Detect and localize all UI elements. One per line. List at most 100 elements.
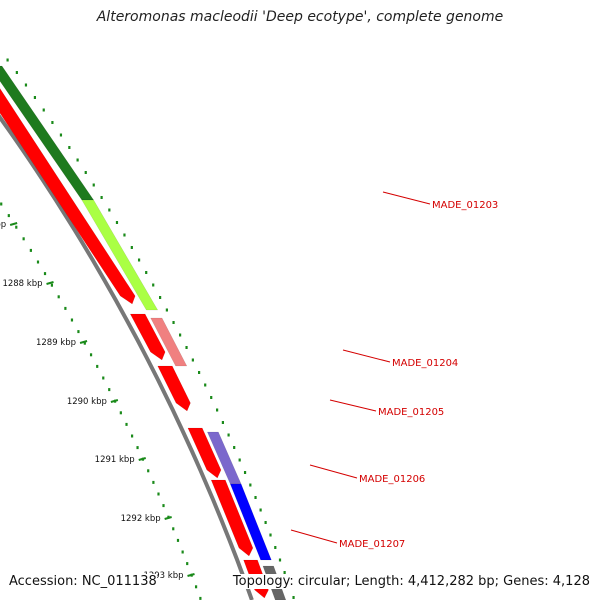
scale-dot	[186, 562, 189, 566]
inner-dot	[59, 133, 63, 137]
scale-dot	[15, 225, 18, 229]
inner-dot	[259, 508, 262, 512]
scale-dot	[29, 248, 32, 252]
inner-dot	[92, 183, 95, 187]
inner-dot	[108, 208, 111, 212]
inner-dot	[274, 546, 277, 549]
scale-dot	[102, 376, 105, 380]
scale-dot	[181, 550, 184, 554]
inner-dot	[152, 283, 155, 287]
inner-dot	[15, 71, 18, 74]
inner-dot	[292, 596, 295, 599]
inner-dot	[51, 121, 54, 124]
cds-feature	[187, 427, 222, 479]
inner-dot	[68, 146, 71, 149]
inner-dot	[159, 296, 162, 299]
major-tick	[187, 573, 195, 577]
tick-label: 1290 kbp	[67, 397, 107, 407]
inner-dot	[221, 421, 225, 424]
inner-dot	[115, 221, 119, 224]
scale-dot	[83, 341, 86, 345]
scale-dot	[194, 585, 198, 589]
inner-dot	[191, 358, 194, 362]
cds-feature	[0, 88, 136, 305]
genome-backbone	[0, 114, 254, 600]
inner-dot	[233, 446, 236, 449]
inner-dot	[185, 346, 188, 349]
major-tick	[46, 281, 54, 285]
scale-dot	[162, 504, 165, 508]
inner-dot	[197, 371, 201, 374]
scale-dot	[22, 237, 25, 241]
inner-dot	[165, 308, 168, 312]
scale-dot	[43, 272, 47, 276]
major-tick	[138, 457, 147, 461]
scale-dot	[119, 411, 122, 415]
scale-dot	[136, 446, 139, 450]
scale-dot	[89, 353, 93, 357]
scale-dotted-ring	[0, 202, 202, 600]
inner-dot	[84, 171, 87, 174]
inner-dot	[172, 321, 175, 324]
scale-dot	[130, 434, 134, 438]
scale-dot	[157, 492, 160, 496]
inner-dot	[100, 196, 103, 199]
inner-dot	[179, 333, 182, 337]
genome-summary: Topology: circular; Length: 4,412,282 bp…	[232, 574, 590, 589]
tick-label: 1292 kbp	[121, 514, 161, 524]
gene-label: MADE_01203	[432, 200, 498, 211]
feature-blue	[229, 483, 272, 561]
inner-dot	[76, 158, 79, 162]
feature-pink	[150, 317, 188, 367]
gene-label: MADE_01204	[392, 358, 458, 369]
major-tick	[164, 516, 172, 520]
scale-dot	[77, 330, 80, 334]
inner-dot	[24, 83, 28, 87]
scale-dot	[108, 388, 111, 392]
map-title: Alteromonas macleodii 'Deep ecotype', co…	[96, 9, 504, 25]
scale-dot	[152, 480, 155, 484]
inner-dot	[264, 521, 267, 524]
gene-leader-line	[309, 464, 358, 479]
scale-dot	[176, 538, 180, 542]
gc-feature-light-green	[81, 199, 159, 311]
feature-tracks	[0, 65, 287, 600]
inner-ruler-ring	[6, 58, 295, 599]
scale-dot	[36, 260, 40, 264]
gene-leader-line	[342, 349, 391, 363]
scale-dot	[64, 306, 67, 310]
scale-dot	[70, 318, 74, 322]
scale-dot	[125, 422, 128, 426]
inner-dot	[278, 558, 282, 562]
gene-label: MADE_01207	[339, 539, 405, 550]
gene-label: MADE_01206	[359, 474, 425, 485]
scale-dot	[50, 283, 54, 287]
cds-feature	[210, 479, 254, 557]
tick-labels: 1284 kbp1285 kbp1286 kbp1287 kbp1288 kbp…	[0, 220, 184, 581]
tick-label: 1291 kbp	[95, 455, 135, 465]
inner-dot	[123, 233, 126, 237]
cds-feature	[129, 313, 166, 361]
gene-labels: MADE_01203 MADE_01204 MADE_01205 MADE_01206…	[290, 191, 498, 550]
tick-label: 1288 kbp	[2, 279, 42, 289]
tick-label: 1289 kbp	[36, 338, 76, 348]
scale-dot	[7, 214, 10, 218]
scale-dot	[172, 527, 175, 531]
inner-dot	[6, 58, 9, 62]
inner-dot	[210, 396, 213, 399]
inner-dot	[130, 246, 133, 249]
inner-dot	[249, 483, 252, 487]
inner-dot	[243, 471, 247, 474]
cds-feature	[157, 365, 191, 412]
scale-dot	[147, 469, 150, 473]
inner-dot	[33, 96, 37, 99]
inner-dot	[145, 271, 148, 274]
gene-label: MADE_01205	[378, 407, 444, 418]
tick-label: 1293 kbp	[143, 571, 183, 581]
major-tick	[9, 222, 18, 226]
major-tick	[110, 399, 119, 403]
scale-dot	[57, 295, 60, 299]
gene-leader-line	[290, 529, 338, 544]
